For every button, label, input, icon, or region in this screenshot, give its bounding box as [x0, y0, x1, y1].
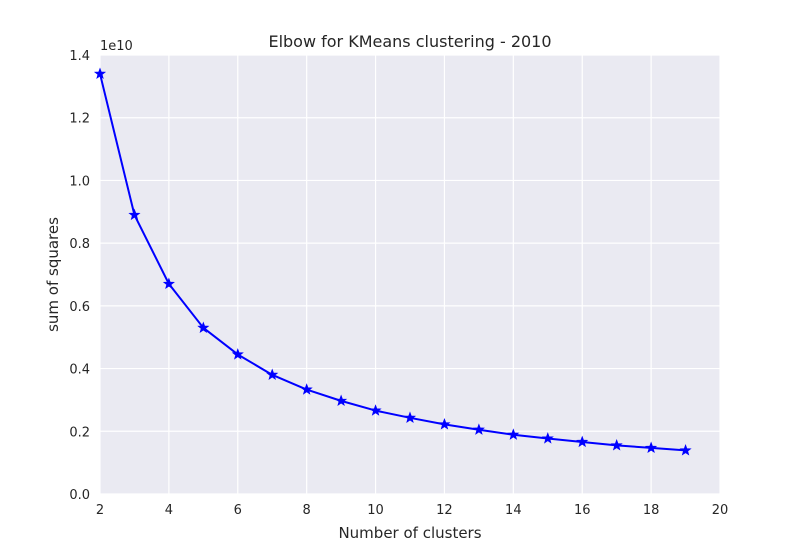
- data-point-marker: [541, 432, 554, 444]
- data-point-marker: [335, 394, 348, 407]
- x-axis-label: Number of clusters: [338, 524, 481, 542]
- data-point-marker: [576, 435, 589, 448]
- x-tick-label: 20: [712, 503, 729, 518]
- y-tick-label: 1.0: [69, 174, 90, 189]
- y-tick-label: 0.6: [69, 300, 90, 315]
- x-tick-label: 4: [165, 503, 173, 518]
- data-point-marker: [231, 348, 244, 360]
- data-point-marker: [197, 321, 210, 333]
- data-point-marker: [128, 208, 141, 221]
- x-tick-label: 18: [643, 503, 660, 518]
- x-tick-label: 16: [574, 503, 591, 518]
- x-tick-label: 12: [436, 503, 453, 518]
- y-tick-label: 0.0: [69, 488, 90, 503]
- y-tick-label: 0.8: [69, 237, 90, 252]
- data-point-marker: [369, 404, 382, 416]
- y-tick-label: 0.4: [69, 363, 90, 378]
- x-tick-label: 6: [234, 503, 242, 518]
- data-point-marker: [610, 439, 623, 451]
- x-tick-label: 2: [96, 503, 104, 518]
- data-point-marker: [679, 444, 692, 456]
- data-point-marker: [403, 411, 417, 423]
- y-tick-label: 1.4: [69, 49, 90, 64]
- y-tick-label: 0.2: [69, 425, 90, 440]
- data-point-marker: [507, 428, 520, 440]
- chart-title: Elbow for KMeans clustering - 2010: [268, 32, 551, 51]
- tick-labels: 2 4 6 8 10 12 14 16 18 20 0.0 0.2 0.4 0.6 0.8 1.0 1.2 1.4: [69, 49, 728, 518]
- data-point-marker: [472, 423, 485, 435]
- data-point-marker: [300, 383, 313, 395]
- series-line: [99, 73, 686, 452]
- x-tick-label: 10: [367, 503, 384, 518]
- data-point-marker: [438, 418, 451, 430]
- y-axis-label: sum of squares: [44, 217, 62, 332]
- data-point-marker: [266, 368, 279, 380]
- data-point-marker: [645, 441, 658, 454]
- y-scale-multiplier: 1e10: [100, 39, 133, 54]
- x-tick-label: 8: [303, 503, 311, 518]
- series-layer: [93, 67, 692, 456]
- data-point-marker: [93, 67, 107, 79]
- x-tick-label: 14: [505, 503, 522, 518]
- y-tick-label: 1.2: [69, 112, 90, 127]
- plot-area: [100, 55, 720, 494]
- grid-lines: [99, 54, 721, 495]
- data-point-marker: [162, 277, 175, 290]
